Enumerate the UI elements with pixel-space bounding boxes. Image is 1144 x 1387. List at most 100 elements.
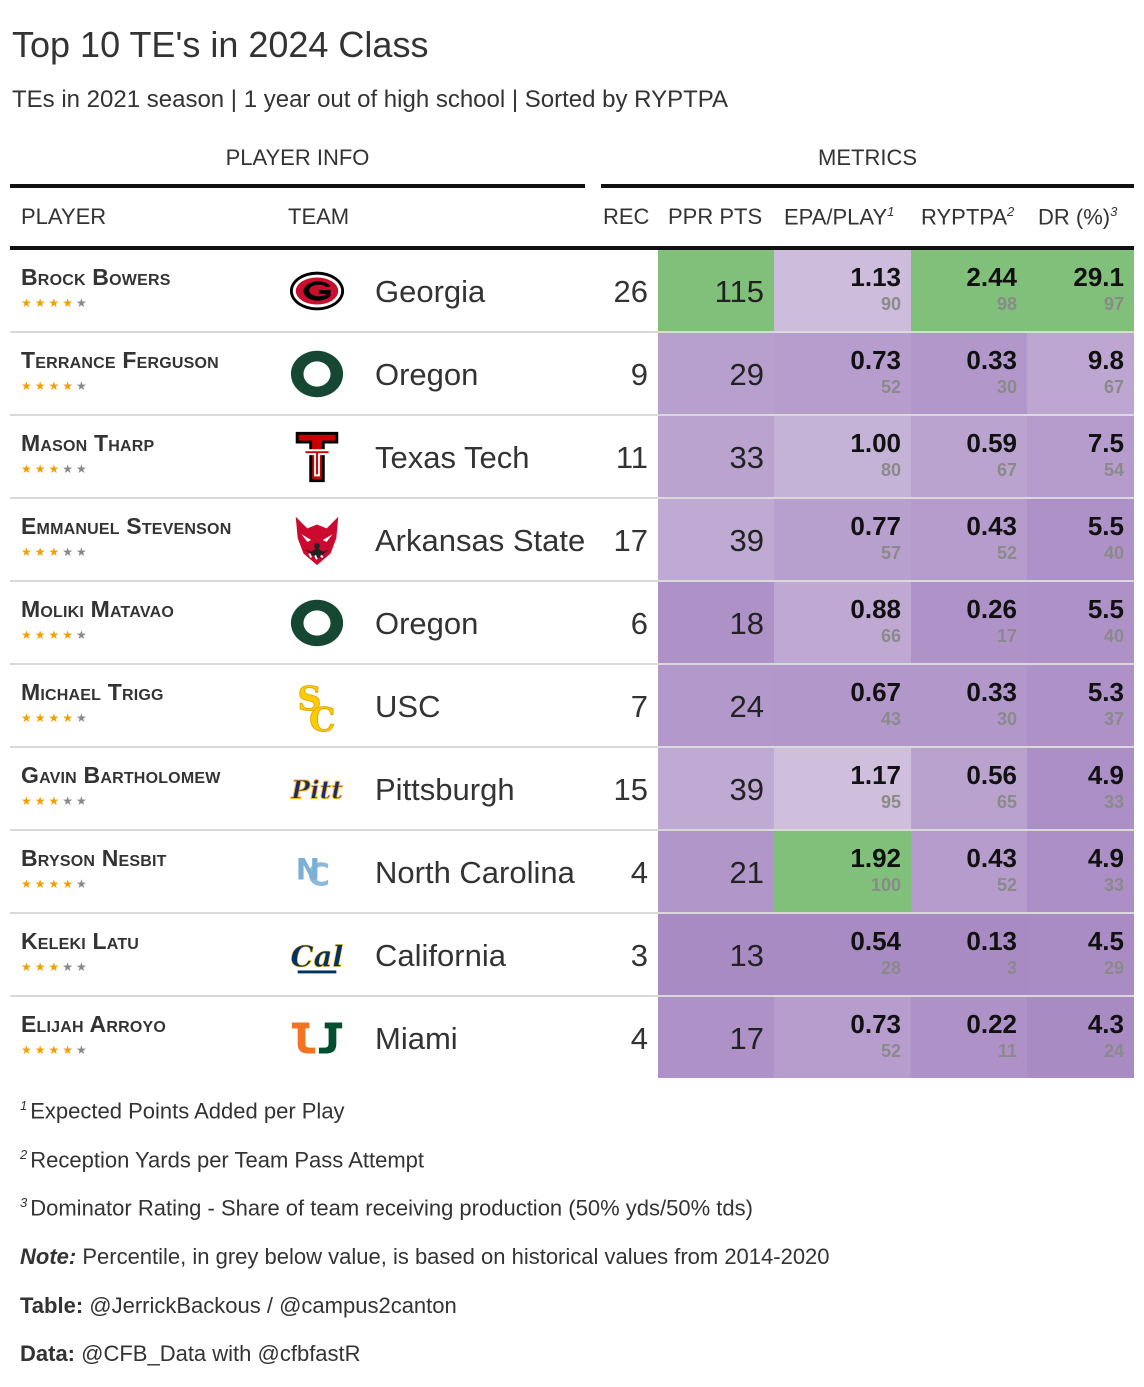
star-rating: ★★★★★ — [21, 462, 90, 476]
ryptpa-percentile: 17 — [996, 626, 1017, 646]
star-empty-icon: ★ — [76, 1043, 90, 1057]
player-name: Moliki Matavao — [21, 596, 174, 622]
star-icon: ★★★★ — [21, 1043, 77, 1057]
ryptpa-cell: 0.26 17 — [911, 582, 1027, 663]
data-credit-text: @CFB_Data with @cfbfastR — [75, 1341, 361, 1366]
ppr-value: 33 — [729, 440, 764, 475]
dr-value: 5.3 — [1087, 677, 1124, 707]
ryptpa-value: 0.56 — [966, 760, 1017, 790]
dr-value: 9.8 — [1087, 345, 1124, 375]
dr-percentile: 54 — [1103, 460, 1124, 480]
dr-percentile: 24 — [1103, 1041, 1124, 1061]
team-name: Oregon — [375, 606, 479, 641]
miami-u-logo — [288, 1009, 346, 1067]
player-name: Elijah Arroyo — [21, 1011, 166, 1037]
player-name: Emmanuel Stevenson — [21, 513, 232, 539]
epa-cell: 0.73 52 — [774, 997, 911, 1078]
footnote-3: 3 Dominator Rating - Share of team receiv… — [20, 1195, 753, 1221]
ppr-cell: 18 — [658, 582, 774, 663]
ppr-cell: 21 — [658, 831, 774, 912]
oregon-o-logo — [288, 345, 346, 403]
epa-value: 1.13 — [850, 262, 901, 292]
table-row: Emmanuel Stevenson ★★★★★ Arkansas State 17 3… — [10, 499, 1134, 582]
ppr-cell: 39 — [658, 499, 774, 580]
dr-cell: 5.3 37 — [1027, 665, 1134, 746]
header-rule — [10, 246, 1134, 250]
player-name: Terrance Ferguson — [21, 347, 219, 373]
ryptpa-value: 0.33 — [966, 345, 1017, 375]
epa-value: 0.73 — [850, 1009, 901, 1039]
rec-value: 11 — [615, 440, 648, 475]
epa-cell: 0.88 66 — [774, 582, 911, 663]
epa-value: 1.17 — [850, 760, 901, 790]
footnote-1-marker: 1 — [20, 1098, 28, 1113]
table-row: Keleki Latu ★★★★★ Cal California 3 13 0.54 28 0.… — [10, 914, 1134, 997]
ppr-value: 13 — [729, 938, 764, 973]
ryptpa-value: 0.43 — [966, 843, 1017, 873]
dr-value: 4.9 — [1087, 760, 1124, 790]
table-row: Bryson Nesbit ★★★★★ N C North Carolina 4 21 1.9… — [10, 831, 1134, 914]
column-header-player: PLAYER — [21, 204, 107, 229]
ppr-cell: 17 — [658, 997, 774, 1078]
pitt-logo: Pitt — [288, 760, 346, 818]
footnote-marker-2: 2 — [1007, 204, 1015, 219]
dr-percentile: 29 — [1103, 958, 1124, 978]
ryptpa-percentile: 52 — [996, 875, 1017, 895]
dr-percentile: 33 — [1103, 792, 1124, 812]
epa-cell: 1.92 100 — [774, 831, 911, 912]
ppr-cell: 115 — [658, 250, 774, 331]
star-empty-icon: ★★ — [62, 462, 90, 476]
oregon-o-logo — [288, 594, 346, 652]
ppr-cell: 33 — [658, 416, 774, 497]
dr-value: 4.3 — [1087, 1009, 1124, 1039]
epa-value: 0.54 — [850, 926, 901, 956]
georgia-g-logo — [288, 262, 346, 320]
svg-text:Cal: Cal — [291, 940, 344, 974]
epa-value: 0.88 — [850, 594, 901, 624]
star-rating: ★★★★★ — [21, 711, 90, 725]
ryptpa-cell: 2.44 98 — [911, 250, 1027, 331]
star-icon: ★★★ — [21, 960, 63, 974]
ppr-value: 17 — [729, 1021, 764, 1056]
epa-cell: 0.54 28 — [774, 914, 911, 995]
star-empty-icon: ★ — [76, 379, 90, 393]
team-name: USC — [375, 689, 441, 724]
ryptpa-cell: 0.43 52 — [911, 499, 1027, 580]
ppr-value: 18 — [729, 606, 764, 641]
ryptpa-cell: 0.13 3 — [911, 914, 1027, 995]
dr-percentile: 33 — [1103, 875, 1124, 895]
table-row: Michael Trigg ★★★★★ S C USC 7 24 0.67 43 0.33 30 5.… — [10, 665, 1134, 748]
ryptpa-value: 0.13 — [966, 926, 1017, 956]
table-row: Elijah Arroyo ★★★★★ Miami 4 17 0.73 52 0.22 11 4.… — [10, 997, 1134, 1080]
team-name: California — [375, 938, 506, 973]
ppr-cell: 39 — [658, 748, 774, 829]
table-credit-text: @JerrickBackous / @campus2canton — [83, 1293, 457, 1318]
star-rating: ★★★★★ — [21, 296, 90, 310]
star-icon: ★★★ — [21, 545, 63, 559]
ryptpa-value: 2.44 — [966, 262, 1017, 292]
ryptpa-percentile: 52 — [996, 543, 1017, 563]
ppr-cell: 29 — [658, 333, 774, 414]
ryptpa-value: 0.22 — [966, 1009, 1017, 1039]
table-title: Top 10 TE's in 2024 Class — [12, 24, 429, 65]
column-header-dr-label: DR (%) — [1038, 204, 1111, 230]
column-header-team: TEAM — [288, 204, 350, 229]
star-empty-icon: ★ — [76, 296, 90, 310]
column-header-epa: EPA/PLAY1 — [784, 204, 894, 230]
table-row: Moliki Matavao ★★★★★ Oregon 6 18 0.88 66 0.26 17… — [10, 582, 1134, 665]
svg-text:S: S — [298, 679, 322, 718]
epa-value: 0.73 — [850, 345, 901, 375]
ryptpa-percentile: 67 — [996, 460, 1017, 480]
epa-percentile: 57 — [880, 543, 901, 563]
dr-percentile: 40 — [1103, 626, 1124, 646]
column-header-epa-label: EPA/PLAY — [784, 204, 888, 230]
table-row: Gavin Bartholomew ★★★★★ Pitt Pittsburgh 15 39… — [10, 748, 1134, 831]
dr-value: 4.5 — [1087, 926, 1124, 956]
star-empty-icon: ★★ — [62, 794, 90, 808]
star-rating: ★★★★★ — [21, 1043, 90, 1057]
footnote-note: Note: Percentile, in grey below value, i… — [20, 1244, 830, 1270]
ppr-value: 29 — [729, 357, 764, 392]
star-icon: ★★★★ — [21, 877, 77, 891]
star-icon: ★★★ — [21, 462, 63, 476]
rec-value: 4 — [630, 1021, 648, 1056]
